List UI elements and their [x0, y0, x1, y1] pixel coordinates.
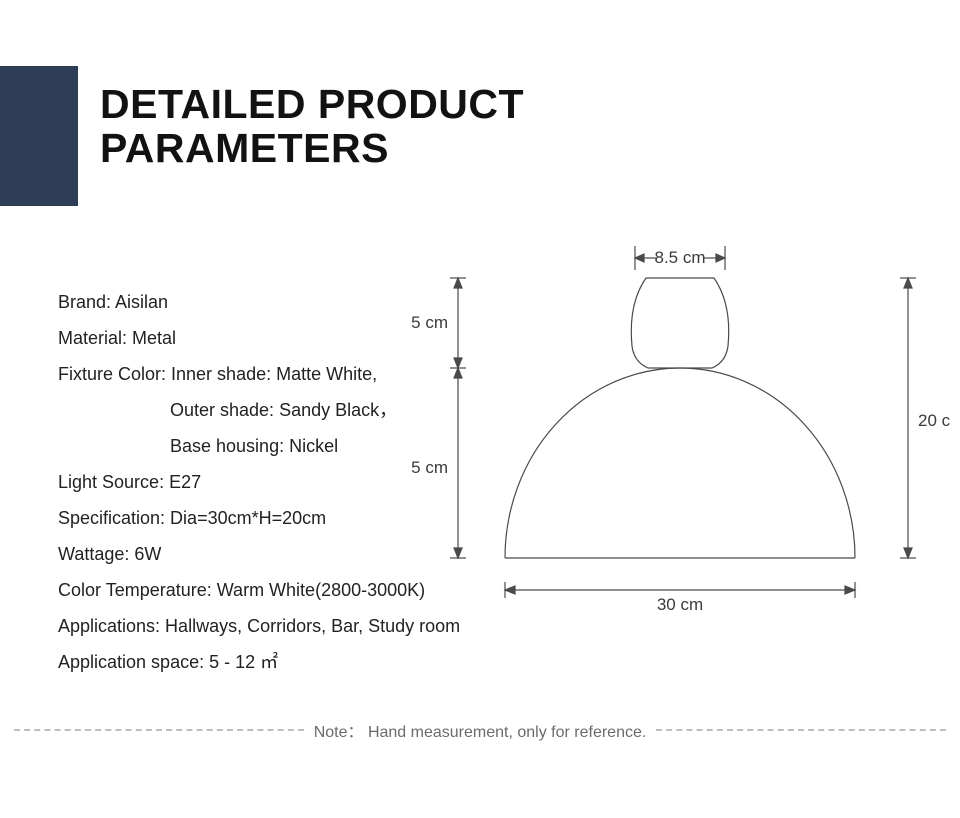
- dash-left: [14, 729, 304, 731]
- note-text: Note： Hand measurement, only for referen…: [304, 718, 657, 742]
- accent-block: [0, 66, 78, 206]
- dim-dome-height-label: 13.5 cm: [410, 458, 448, 477]
- dimension-diagram: 8.5 cm 6.5 cm 13.5 cm 20 cm 30 cm: [410, 228, 950, 658]
- dim-top-label: 8.5 cm: [654, 248, 705, 267]
- dim-cap-height-label: 6.5 cm: [410, 313, 448, 332]
- title-line-1: DETAILED PRODUCT: [100, 82, 524, 126]
- dash-right: [656, 729, 946, 731]
- dim-total-height-label: 20 cm: [918, 411, 950, 430]
- header: DETAILED PRODUCT PARAMETERS: [0, 0, 960, 210]
- dim-bottom-label: 30 cm: [657, 595, 703, 614]
- content: Brand: Aisilan Material: Metal Fixture C…: [0, 210, 960, 680]
- title-line-2: PARAMETERS: [100, 126, 524, 170]
- footer-note: Note： Hand measurement, only for referen…: [0, 718, 960, 742]
- page-title: DETAILED PRODUCT PARAMETERS: [100, 82, 524, 171]
